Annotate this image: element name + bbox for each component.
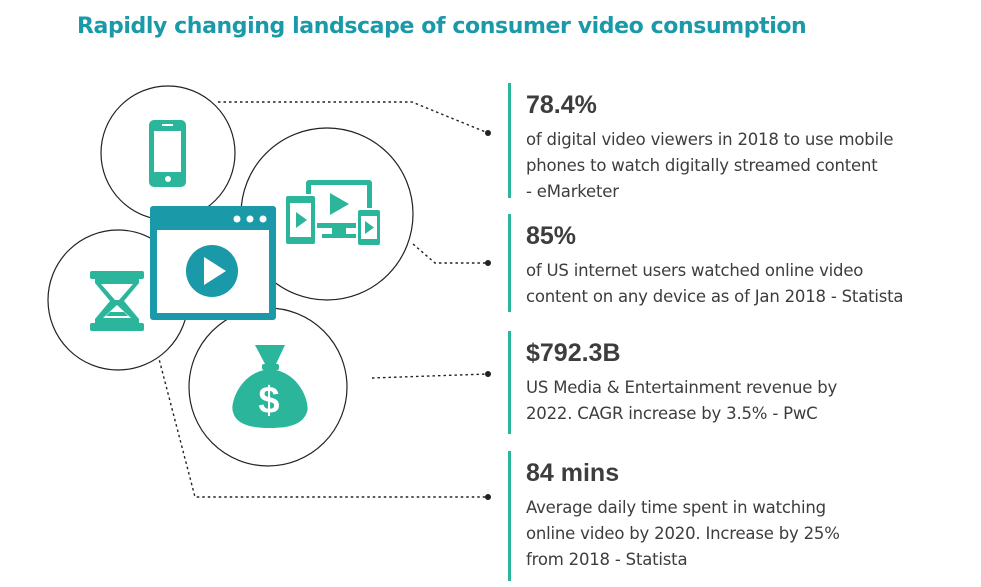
hourglass-icon bbox=[90, 271, 144, 331]
stat-value: 85% bbox=[526, 222, 577, 250]
multi-device-icon bbox=[284, 180, 382, 247]
video-player-icon bbox=[150, 206, 276, 320]
stat-description: of digital video viewers in 2018 to use … bbox=[526, 130, 894, 201]
money-bag-icon: $ bbox=[232, 345, 308, 428]
connector-dot-3 bbox=[485, 371, 491, 377]
connector-line-2 bbox=[412, 243, 488, 264]
connector-line-3 bbox=[371, 373, 489, 379]
connector-dot-4 bbox=[485, 494, 491, 500]
smartphone-icon bbox=[149, 120, 186, 187]
stat-value: 84 mins bbox=[526, 459, 620, 487]
stat-value: 78.4% bbox=[526, 91, 597, 119]
dollar-sign: $ bbox=[258, 380, 279, 422]
stat-daily-viewing-time: 84 mins Average daily time spent in watc… bbox=[508, 451, 948, 581]
page-title: Rapidly changing landscape of consumer v… bbox=[77, 14, 807, 39]
stat-description: of US internet users watched online vide… bbox=[526, 261, 904, 306]
connector-line-4 bbox=[157, 354, 488, 498]
connector-line-1 bbox=[218, 101, 489, 134]
stat-us-internet-users: 85% of US internet users watched online … bbox=[508, 214, 948, 312]
stat-mobile-viewers: 78.4% of digital video viewers in 2018 t… bbox=[508, 83, 948, 201]
stat-description: US Media & Entertainment revenue by 2022… bbox=[526, 378, 838, 423]
stat-description: Average daily time spent in watching onl… bbox=[526, 498, 840, 569]
connector-dot-1 bbox=[485, 130, 491, 136]
stat-media-revenue: $792.3B US Media & Entertainment revenue… bbox=[508, 331, 948, 434]
connector-dot-2 bbox=[485, 260, 491, 266]
stat-value: $792.3B bbox=[526, 339, 621, 367]
